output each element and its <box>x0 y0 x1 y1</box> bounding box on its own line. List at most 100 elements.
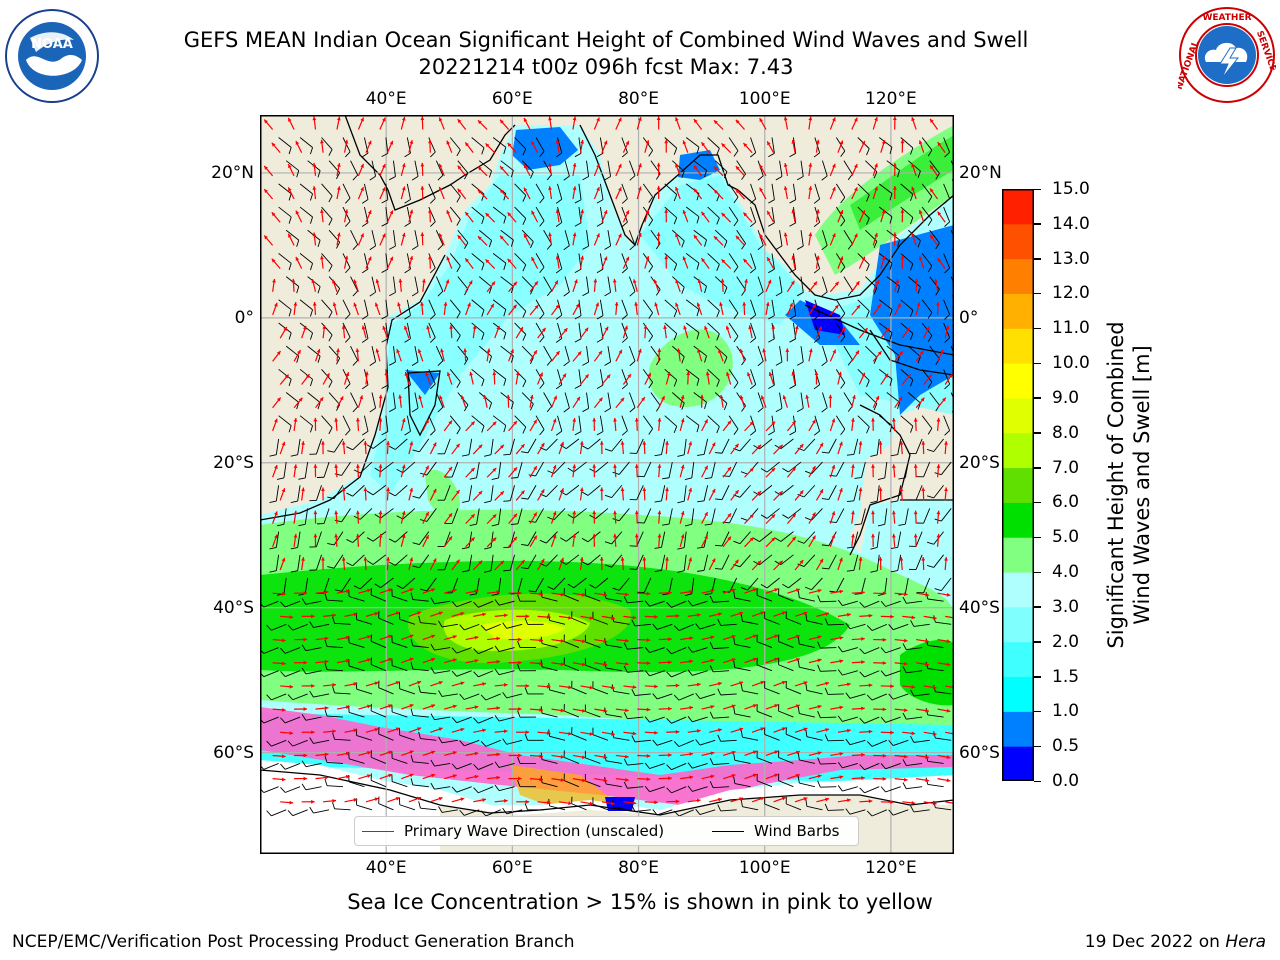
wind-barb <box>845 622 866 630</box>
wave-arrow <box>531 140 539 153</box>
wind-barb <box>451 670 472 677</box>
wave-arrow <box>378 464 383 478</box>
legend-label-wave-direction: Primary Wave Direction (unscaled) <box>404 822 665 840</box>
wave-arrow <box>295 210 303 223</box>
wave-arrow <box>620 556 625 571</box>
wave-arrow <box>913 533 918 547</box>
wave-arrow <box>494 798 508 803</box>
wind-barb <box>567 577 587 589</box>
wave-arrow <box>880 800 894 805</box>
wind-barb <box>628 276 636 297</box>
wind-barb <box>563 346 570 367</box>
wind-barb <box>813 322 821 343</box>
wave-arrow <box>417 348 424 362</box>
wave-arrow <box>400 232 406 246</box>
wind-barb <box>389 160 396 181</box>
wave-arrow <box>642 487 647 501</box>
wave-arrow <box>593 278 598 292</box>
wave-arrow <box>492 371 497 385</box>
wave-arrow <box>529 349 538 362</box>
wave-arrow <box>315 706 329 711</box>
wave-arrow <box>401 750 414 757</box>
wave-arrow <box>656 186 661 200</box>
wave-arrow <box>892 116 897 130</box>
wind-barb <box>535 369 545 389</box>
wave-arrow <box>808 658 822 664</box>
wave-arrow <box>658 590 672 595</box>
wind-barb <box>757 276 764 297</box>
wave-arrow <box>428 255 432 269</box>
colorbar-label-line1: Significant Height of Combined <box>1104 321 1128 649</box>
wind-barb <box>514 369 527 388</box>
wind-barb <box>290 438 301 457</box>
wave-arrow <box>272 464 278 478</box>
wave-arrow <box>572 662 586 667</box>
wave-arrow <box>675 186 681 200</box>
wave-arrow <box>786 420 797 432</box>
wave-arrow <box>363 556 368 571</box>
wind-barb <box>462 485 473 503</box>
wind-barb <box>753 484 773 496</box>
wave-arrow <box>829 534 836 547</box>
wave-arrow <box>680 775 694 780</box>
wave-arrow <box>644 255 650 269</box>
wave-arrow <box>658 660 672 665</box>
wave-arrow <box>636 163 642 177</box>
wind-barb <box>695 692 716 700</box>
wind-barb <box>740 577 759 591</box>
wave-arrow <box>428 139 432 153</box>
wave-arrow <box>871 510 875 524</box>
wave-arrow <box>601 256 608 269</box>
wind-barb <box>469 508 480 527</box>
wave-arrow <box>429 442 437 455</box>
colorbar-tick-mark <box>1034 188 1041 190</box>
wind-barb <box>299 299 313 317</box>
wave-arrow <box>663 325 667 339</box>
wave-arrow <box>572 232 577 246</box>
wind-barb <box>369 346 377 367</box>
wave-arrow <box>657 533 662 547</box>
wave-arrow <box>913 464 918 478</box>
wave-arrow <box>386 256 394 269</box>
wave-arrow <box>634 464 639 478</box>
wind-barb <box>756 634 773 648</box>
wind-barb <box>900 415 914 433</box>
wave-arrow <box>271 211 281 223</box>
wave-arrow <box>312 301 317 316</box>
wave-arrow <box>398 394 403 408</box>
wave-arrow <box>929 188 939 200</box>
wave-arrow <box>899 441 904 455</box>
x-tick-label-bottom: 100°E <box>738 858 791 878</box>
wave-arrow <box>782 395 789 408</box>
wave-arrow <box>859 799 873 804</box>
wave-arrow <box>697 348 703 362</box>
wind-barb <box>652 623 673 630</box>
wave-arrow <box>923 615 937 620</box>
wind-barb <box>370 703 387 718</box>
wave-arrow <box>443 466 453 478</box>
wave-arrow <box>357 163 365 177</box>
wave-arrow <box>287 233 295 246</box>
wind-barb <box>642 415 653 435</box>
wind-barb <box>878 206 893 224</box>
wave-arrow <box>594 662 608 667</box>
wind-barb <box>478 345 492 364</box>
wave-arrow <box>599 556 604 571</box>
wind-barb <box>837 646 858 653</box>
wave-arrow <box>438 233 445 246</box>
wave-arrow <box>687 613 701 617</box>
wind-barb <box>396 508 416 520</box>
wave-arrow <box>851 233 858 246</box>
wave-arrow <box>936 533 941 547</box>
wave-arrow <box>601 801 615 806</box>
wave-arrow <box>923 326 930 339</box>
wind-barb <box>652 693 673 700</box>
wind-barb <box>596 369 604 390</box>
wind-barb <box>921 322 933 342</box>
wave-arrow <box>829 163 836 177</box>
wind-barb <box>797 438 816 452</box>
wave-arrow <box>894 303 902 316</box>
wind-barb <box>399 681 416 695</box>
wind-barb <box>560 554 580 565</box>
y-tick-label-left: 20°N <box>211 162 254 183</box>
